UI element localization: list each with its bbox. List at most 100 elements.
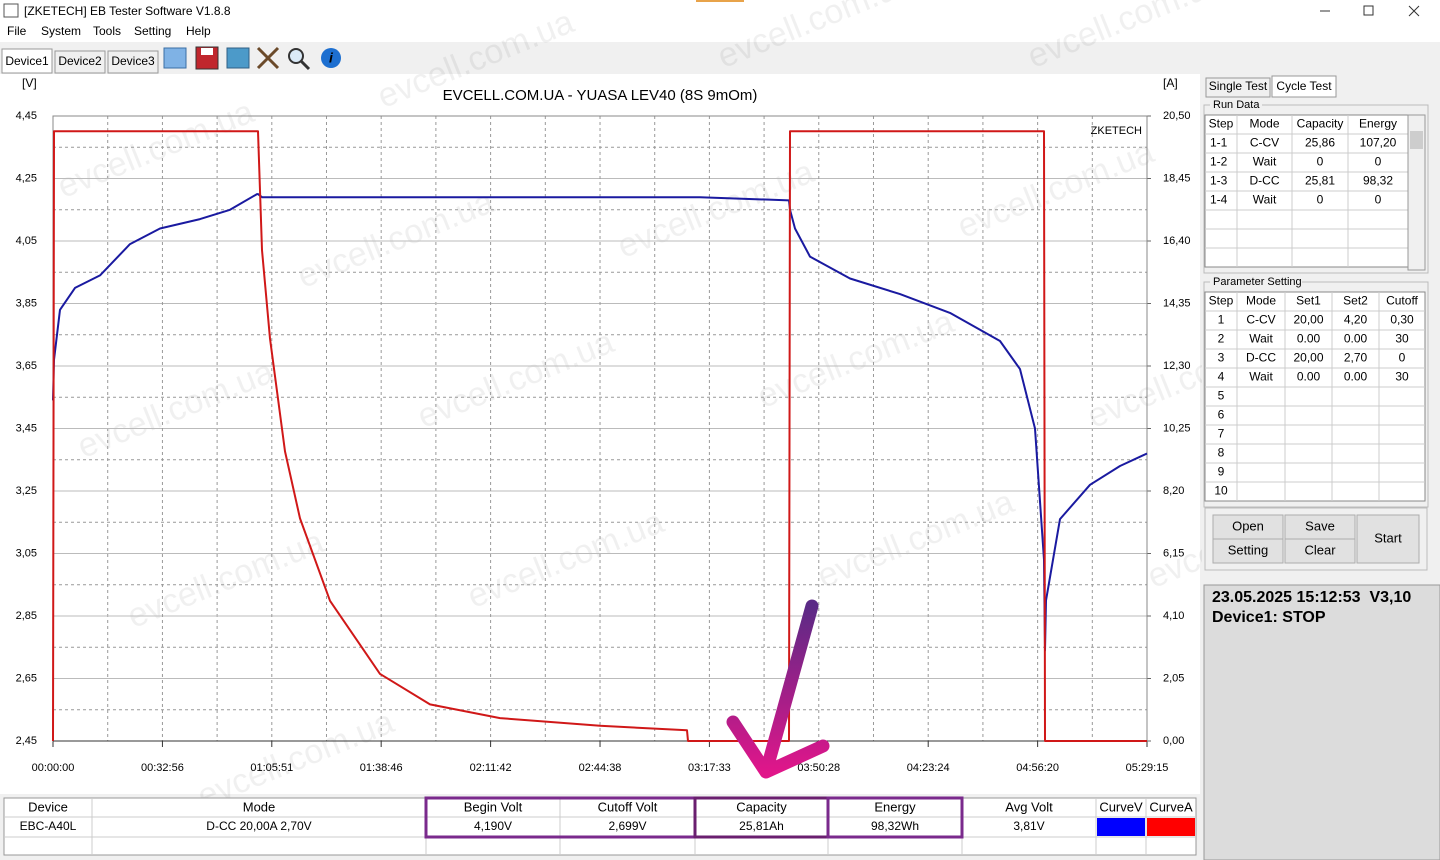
- column-header: Set2: [1343, 294, 1368, 308]
- y-tick-label: 2,45: [16, 735, 37, 747]
- open-icon[interactable]: [163, 47, 187, 69]
- device-tab[interactable]: [1, 48, 53, 74]
- curve-swatch[interactable]: [1097, 818, 1145, 836]
- device-tab[interactable]: [107, 50, 159, 74]
- table-cell: C-CV: [1246, 313, 1275, 327]
- table-cell: 4: [1218, 370, 1225, 384]
- y-tick-label: 4,45: [16, 110, 37, 122]
- chart-title: EVCELL.COM.UA - YUASA LEV40 (8S 9mOm): [443, 87, 758, 104]
- y2-tick-label: 8,20: [1163, 485, 1184, 497]
- tools-icon[interactable]: [256, 46, 280, 70]
- y2-tick-label: 14,35: [1163, 297, 1191, 309]
- y2-tick-label: 4,10: [1163, 610, 1184, 622]
- table-cell: 20,00: [1293, 351, 1323, 365]
- button[interactable]: [1284, 514, 1356, 540]
- y2-tick-label: 10,25: [1163, 422, 1191, 434]
- menu-item[interactable]: Setting: [134, 24, 171, 38]
- button[interactable]: [1212, 538, 1284, 564]
- x-tick-label: 01:05:51: [250, 762, 293, 774]
- column-header: Capacity: [736, 799, 787, 814]
- table-cell: 9: [1218, 465, 1225, 479]
- table-bg: [1204, 291, 1426, 502]
- y-tick-label: 3,05: [16, 547, 37, 559]
- x-tick-label: 03:17:33: [688, 762, 731, 774]
- curve-swatch[interactable]: [1147, 818, 1195, 836]
- button-label: Open: [1232, 518, 1264, 533]
- table-cell: 1-3: [1210, 174, 1228, 188]
- table-cell: 0.00: [1297, 332, 1321, 346]
- button-label: Save: [1305, 518, 1335, 533]
- y2-axis-unit: [A]: [1163, 76, 1178, 90]
- y2-tick-label: 2,05: [1163, 672, 1184, 684]
- summary-cell: 3,81V: [1013, 819, 1044, 833]
- group-box: [1203, 104, 1429, 274]
- app-icon: [3, 3, 19, 18]
- side-tab-label: Single Test: [1209, 79, 1268, 93]
- chart-watermark: ZKETECH: [1091, 125, 1142, 137]
- search-icon[interactable]: [288, 48, 304, 64]
- group-label: Run Data: [1213, 99, 1260, 111]
- image-icon[interactable]: [226, 47, 250, 69]
- button[interactable]: [1212, 514, 1284, 540]
- y2-tick-label: 6,15: [1163, 547, 1184, 559]
- menu-bar: [0, 22, 1440, 42]
- table-cell: 0: [1375, 155, 1382, 169]
- title-accent: [696, 0, 744, 2]
- table-cell: 98,32: [1363, 174, 1393, 188]
- column-header: Mode: [1246, 294, 1276, 308]
- restore-button[interactable]: [1363, 5, 1374, 16]
- x-tick-label: 04:56:20: [1016, 762, 1059, 774]
- table-cell: 30: [1395, 332, 1409, 346]
- summary-cell: 4,190V: [474, 819, 512, 833]
- menu-item[interactable]: Help: [186, 24, 211, 38]
- table-cell: 1: [1218, 313, 1225, 327]
- table-cell: Wait: [1249, 332, 1273, 346]
- table-cell: 0: [1317, 193, 1324, 207]
- table-cell: 0: [1317, 155, 1324, 169]
- table-cell: 4,20: [1344, 313, 1368, 327]
- scrollbar[interactable]: [1407, 114, 1426, 271]
- curve-header: CurveA: [1149, 799, 1193, 814]
- device-tab[interactable]: [54, 50, 106, 74]
- y-tick-label: 4,25: [16, 172, 37, 184]
- device-tab-label: Device3: [111, 54, 155, 68]
- button-label: Clear: [1304, 542, 1336, 557]
- y2-tick-label: 20,50: [1163, 110, 1191, 122]
- table-cell: D-CC: [1250, 174, 1280, 188]
- table-cell: 1-2: [1210, 155, 1228, 169]
- series-line: [52, 130, 1147, 742]
- window-title: [ZKETECH] EB Tester Software V1.8.8: [24, 4, 231, 18]
- menu-item[interactable]: File: [7, 24, 27, 38]
- button[interactable]: [1356, 514, 1420, 564]
- scroll-thumb[interactable]: [1410, 131, 1423, 149]
- table-cell: 8: [1218, 446, 1225, 460]
- table-cell: 0: [1375, 193, 1382, 207]
- table-cell: 25,81: [1305, 174, 1335, 188]
- menu-item[interactable]: Tools: [93, 24, 121, 38]
- y-tick-label: 2,85: [16, 610, 37, 622]
- summary-cell: D-CC 20,00A 2,70V: [206, 819, 311, 833]
- summary-cell: EBC-A40L: [20, 819, 77, 833]
- column-header: Device: [28, 799, 68, 814]
- group-label-bg: [1210, 275, 1302, 289]
- x-tick-label: 04:23:24: [907, 762, 950, 774]
- table-cell: 20,00: [1293, 313, 1323, 327]
- side-tab[interactable]: [1205, 77, 1271, 98]
- info-icon[interactable]: [321, 48, 341, 68]
- table-cell: D-CC: [1246, 351, 1276, 365]
- table-cell: 107,20: [1360, 136, 1397, 150]
- button-label: Start: [1374, 530, 1402, 545]
- y-tick-label: 3,45: [16, 422, 37, 434]
- summary-table: [3, 797, 1197, 856]
- side-tab[interactable]: [1271, 75, 1337, 98]
- save-icon-label: [201, 48, 213, 55]
- x-tick-label: 02:11:42: [470, 762, 512, 774]
- button[interactable]: [1284, 538, 1356, 564]
- table-cell: 2: [1218, 332, 1225, 346]
- button-label: Setting: [1228, 542, 1268, 557]
- y2-tick-label: 18,45: [1163, 172, 1191, 184]
- close-button[interactable]: [1408, 5, 1420, 17]
- menu-item[interactable]: System: [41, 24, 81, 38]
- x-tick-label: 00:00:00: [32, 762, 75, 774]
